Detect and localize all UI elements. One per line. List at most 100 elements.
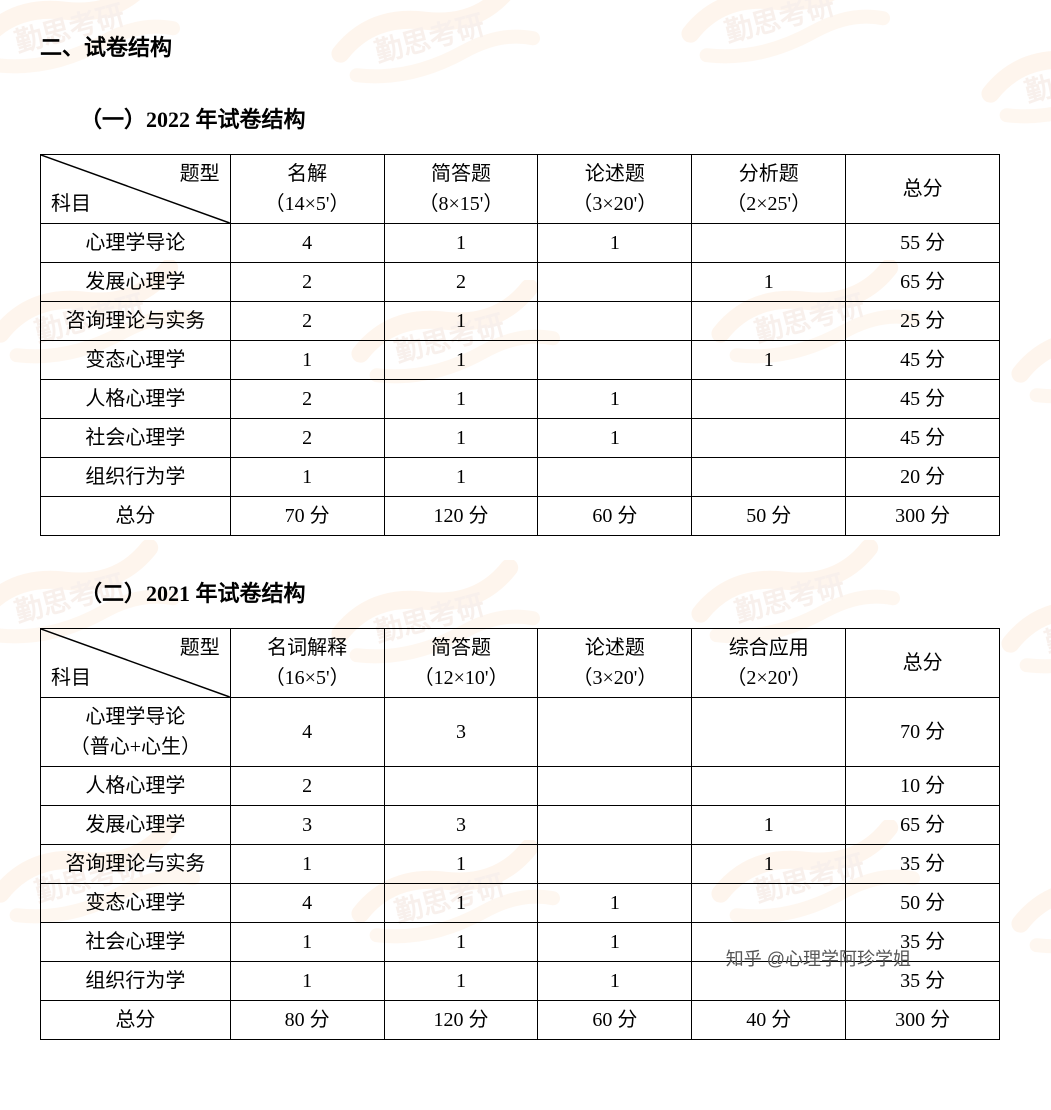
column-header: 简答题（12×10'） (384, 629, 538, 698)
column-header: 分析题（2×25'） (692, 155, 846, 224)
value-cell (538, 806, 692, 845)
column-header: 论述题（3×20'） (538, 629, 692, 698)
subject-cell: 咨询理论与实务 (41, 302, 231, 341)
value-cell: 300 分 (846, 497, 1000, 536)
value-cell: 120 分 (384, 497, 538, 536)
value-cell: 2 (230, 767, 384, 806)
value-cell (692, 767, 846, 806)
subject-cell: 组织行为学 (41, 962, 231, 1001)
attribution: 知乎 @心理学阿珍学姐 (726, 945, 911, 971)
value-cell (384, 767, 538, 806)
table-row: 组织行为学1120 分 (41, 458, 1000, 497)
value-cell: 1 (538, 962, 692, 1001)
value-cell: 4 (230, 884, 384, 923)
value-cell: 2 (230, 302, 384, 341)
subject-cell: 组织行为学 (41, 458, 231, 497)
subject-cell: 心理学导论（普心+心生） (41, 698, 231, 767)
value-cell: 35 分 (846, 845, 1000, 884)
value-cell: 1 (230, 923, 384, 962)
value-cell: 50 分 (692, 497, 846, 536)
value-cell: 300 分 (846, 1001, 1000, 1040)
header-subject-label: 科目 (51, 663, 91, 693)
value-cell: 65 分 (846, 263, 1000, 302)
table-row: 变态心理学11145 分 (41, 341, 1000, 380)
value-cell (538, 302, 692, 341)
value-cell: 1 (538, 923, 692, 962)
subject-cell: 变态心理学 (41, 884, 231, 923)
value-cell: 1 (384, 302, 538, 341)
subject-cell: 咨询理论与实务 (41, 845, 231, 884)
value-cell: 80 分 (230, 1001, 384, 1040)
value-cell (692, 698, 846, 767)
value-cell: 1 (692, 341, 846, 380)
column-header: 论述题（3×20'） (538, 155, 692, 224)
column-header: 名解（14×5'） (230, 155, 384, 224)
value-cell: 1 (538, 884, 692, 923)
value-cell: 60 分 (538, 1001, 692, 1040)
table-row: 咨询理论与实务21 25 分 (41, 302, 1000, 341)
table-row: 人格心理学21145 分 (41, 380, 1000, 419)
value-cell: 45 分 (846, 341, 1000, 380)
value-cell: 3 (384, 806, 538, 845)
value-cell (538, 263, 692, 302)
diagonal-header: 题型 科目 (41, 155, 231, 224)
value-cell: 1 (692, 806, 846, 845)
subject-cell: 发展心理学 (41, 263, 231, 302)
value-cell: 25 分 (846, 302, 1000, 341)
value-cell (538, 341, 692, 380)
value-cell: 3 (230, 806, 384, 845)
table-2021: 题型 科目名词解释（16×5'）简答题（12×10'）论述题（3×20'）综合应… (40, 628, 1000, 1040)
value-cell: 1 (384, 845, 538, 884)
value-cell: 10 分 (846, 767, 1000, 806)
value-cell: 20 分 (846, 458, 1000, 497)
value-cell: 4 (230, 698, 384, 767)
subject-cell: 人格心理学 (41, 767, 231, 806)
value-cell: 55 分 (846, 224, 1000, 263)
value-cell: 50 分 (846, 884, 1000, 923)
subject-cell: 总分 (41, 497, 231, 536)
value-cell: 40 分 (692, 1001, 846, 1040)
value-cell: 3 (384, 698, 538, 767)
value-cell: 1 (384, 419, 538, 458)
header-type-label: 题型 (180, 159, 220, 189)
table-row: 发展心理学22165 分 (41, 263, 1000, 302)
value-cell: 1 (692, 263, 846, 302)
subject-cell: 社会心理学 (41, 419, 231, 458)
table-row: 发展心理学33165 分 (41, 806, 1000, 845)
value-cell: 60 分 (538, 497, 692, 536)
subject-cell: 人格心理学 (41, 380, 231, 419)
header-subject-label: 科目 (51, 189, 91, 219)
table-row: 咨询理论与实务11135 分 (41, 845, 1000, 884)
table-row: 总分70 分120 分60 分50 分300 分 (41, 497, 1000, 536)
value-cell: 1 (384, 962, 538, 1001)
table-row: 总分80 分120 分60 分40 分300 分 (41, 1001, 1000, 1040)
subject-cell: 总分 (41, 1001, 231, 1040)
value-cell (692, 302, 846, 341)
value-cell: 1 (384, 923, 538, 962)
subheading-2022: （一）2022 年试卷结构 (80, 102, 1011, 134)
value-cell: 1 (230, 458, 384, 497)
value-cell (538, 845, 692, 884)
value-cell: 1 (384, 341, 538, 380)
value-cell: 1 (384, 458, 538, 497)
column-header: 简答题（8×15'） (384, 155, 538, 224)
column-header: 总分 (846, 629, 1000, 698)
value-cell: 1 (538, 419, 692, 458)
value-cell (692, 419, 846, 458)
value-cell: 120 分 (384, 1001, 538, 1040)
value-cell (692, 380, 846, 419)
value-cell (538, 767, 692, 806)
value-cell: 2 (230, 263, 384, 302)
header-type-label: 题型 (180, 633, 220, 663)
table-row: 心理学导论（普心+心生）43 70 分 (41, 698, 1000, 767)
value-cell: 1 (230, 341, 384, 380)
value-cell: 1 (384, 380, 538, 419)
main-heading: 二、试卷结构 (40, 30, 1011, 62)
column-header: 名词解释（16×5'） (230, 629, 384, 698)
value-cell: 1 (230, 845, 384, 884)
value-cell (692, 884, 846, 923)
value-cell: 1 (384, 884, 538, 923)
value-cell: 65 分 (846, 806, 1000, 845)
value-cell: 70 分 (846, 698, 1000, 767)
table-2022: 题型 科目名解（14×5'）简答题（8×15'）论述题（3×20'）分析题（2×… (40, 154, 1000, 536)
